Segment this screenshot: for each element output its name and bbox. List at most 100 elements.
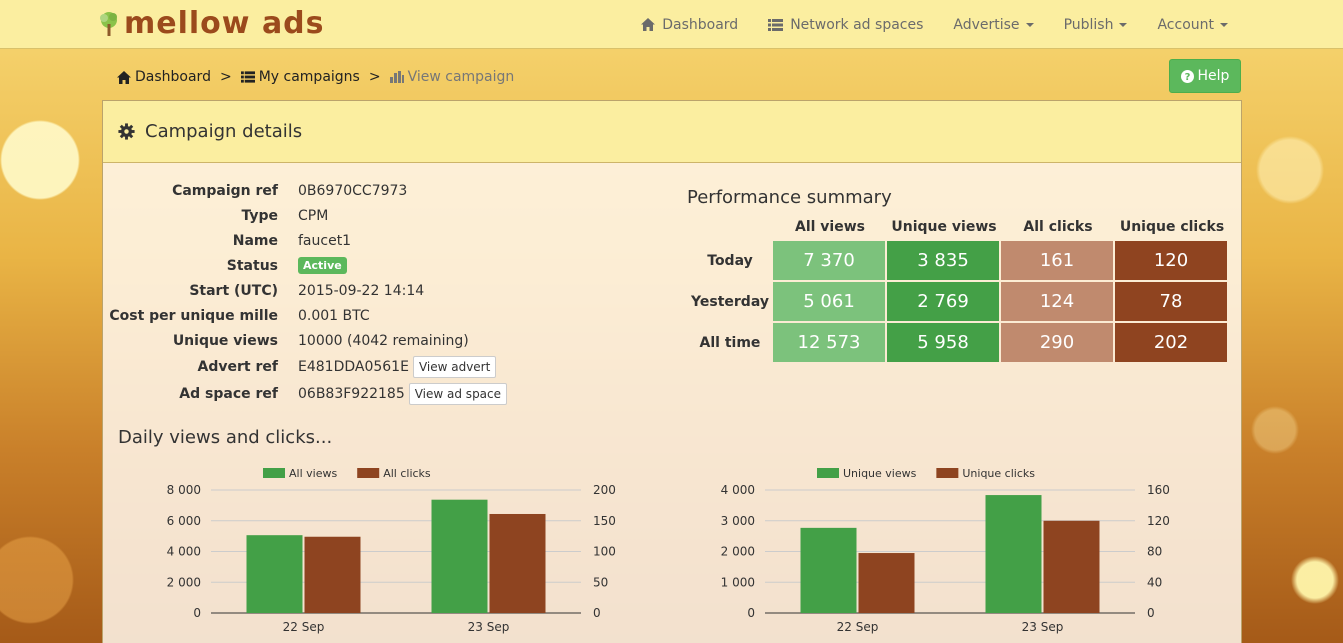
y-tick-right: 120 [1147,514,1170,528]
row-label: Yesterday [691,293,769,310]
view-ad-space-button[interactable]: View ad space [408,382,508,405]
detail-label: Campaign ref [172,182,278,199]
detail-value-advert-ref: E481DDA0561E View advert [298,355,497,378]
performance-cell: 78 [1115,282,1227,321]
ad-space-ref-value: 06B83F922185 [298,385,405,402]
tree-logo-icon [100,12,117,36]
column-header: All views [795,219,865,235]
performance-header-row: All views Unique views All clicks Unique… [773,219,1229,240]
detail-label: Status [226,257,278,274]
performance-cell: 5 958 [887,323,999,362]
x-tick-label: 22 Sep [283,620,325,634]
nav-dashboard-label: Dashboard [662,16,739,33]
detail-label: Start (UTC) [189,282,278,299]
caret-down-icon [1220,22,1228,27]
nav-network-ad-spaces-label: Network ad spaces [790,16,924,33]
performance-cell: 120 [1115,241,1227,280]
navbar: mellow ads Dashboard Network ad spaces A… [0,0,1343,49]
column-header: Unique views [891,219,997,235]
y-tick-right: 40 [1147,575,1162,589]
row-label: All time [699,334,761,351]
performance-cell: 202 [1115,323,1227,362]
performance-summary-table: All views Unique views All clicks Unique… [687,219,1229,363]
detail-row-advert-ref: Advert ref E481DDA0561E View advert [103,353,623,380]
legend-swatch [357,468,380,478]
detail-value-type: CPM [298,207,329,224]
caret-down-icon [1119,22,1128,27]
x-tick-label: 23 Sep [468,620,510,634]
bar-chart-icon [389,71,404,83]
performance-row-today: Today 7 370 3 835 161 120 [687,240,1229,281]
views-clicks-chart: All views All clicks 0 0 2 000 50 4 000 100 6 00… [167,467,616,634]
legend-label: Unique clicks [962,467,1035,480]
breadcrumb-view-campaign-label: View campaign [407,69,515,85]
y-tick-right: 200 [593,483,616,497]
logo[interactable]: mellow ads [98,9,325,39]
y-tick-left: 1 000 [721,575,755,589]
detail-row-status: Status Active [103,253,623,278]
performance-cell: 7 370 [773,241,885,280]
detail-label: Unique views [172,332,278,349]
home-icon [641,18,656,31]
y-tick-left: 0 [193,606,201,620]
x-tick-label: 22 Sep [837,620,879,634]
legend-label: All clicks [383,467,431,480]
nav-publish-label: Publish [1063,16,1114,33]
nav-advertise-dropdown[interactable]: Advertise [938,0,1048,49]
chart-bar [800,527,857,613]
legend-swatch [263,468,285,478]
detail-row-cost: Cost per unique mille 0.001 BTC [103,303,623,328]
help-button[interactable]: ? Help [1169,59,1241,93]
breadcrumb-my-campaigns[interactable]: My campaigns [240,69,360,85]
detail-label: Type [241,207,278,224]
y-tick-left: 2 000 [167,575,201,589]
performance-cell: 161 [1001,241,1113,280]
legend-swatch [817,468,839,478]
nav-advertise-label: Advertise [953,16,1020,33]
performance-summary-title: Performance summary [687,187,892,208]
chart-bar [1043,520,1100,613]
breadcrumb-my-campaigns-label: My campaigns [258,69,360,85]
y-tick-left: 6 000 [167,514,201,528]
row-label: Today [707,252,753,269]
detail-row-ad-space-ref: Ad space ref 06B83F922185 View ad space [103,380,623,407]
breadcrumb-separator: > [219,69,232,85]
x-tick-label: 23 Sep [1022,620,1064,634]
breadcrumb-view-campaign: View campaign [389,69,515,85]
detail-value-status: Active [298,257,347,274]
y-tick-left: 4 000 [167,545,201,559]
performance-row-all-time: All time 12 573 5 958 290 202 [687,322,1229,363]
breadcrumb-separator: > [368,69,381,85]
y-tick-left: 4 000 [721,483,755,497]
detail-row-unique-views: Unique views 10000 (4042 remaining) [103,328,623,353]
campaign-details-panel: Campaign details Campaign ref 0B6970CC79… [102,100,1242,643]
nav-network-ad-spaces[interactable]: Network ad spaces [753,0,938,49]
help-button-label: Help [1197,68,1230,84]
chart-bar [304,536,361,613]
detail-value-start: 2015-09-22 14:14 [298,282,425,299]
view-advert-button[interactable]: View advert [412,355,497,378]
panel-heading: Campaign details [103,101,1241,163]
y-tick-right: 0 [1147,606,1155,620]
chart-bar [246,535,303,613]
performance-cell: 12 573 [773,323,885,362]
campaign-details-list: Campaign ref 0B6970CC7973 Type CPM Name … [103,178,623,407]
legend-swatch [936,468,959,478]
chart-bar [489,513,546,613]
y-tick-left: 3 000 [721,514,755,528]
detail-value-cost: 0.001 BTC [298,307,370,324]
detail-value-unique-views: 10000 (4042 remaining) [298,332,469,349]
panel-title: Campaign details [145,121,303,142]
detail-label: Cost per unique mille [109,307,278,324]
y-tick-right: 50 [593,575,608,589]
nav-dashboard[interactable]: Dashboard [626,0,753,49]
nav-account-dropdown[interactable]: Account [1142,0,1243,49]
advert-ref-value: E481DDA0561E [298,358,409,375]
nav-publish-dropdown[interactable]: Publish [1049,0,1143,49]
detail-value-ad-space-ref: 06B83F922185 View ad space [298,382,508,405]
y-tick-right: 80 [1147,545,1162,559]
breadcrumb-dashboard[interactable]: Dashboard [117,69,211,85]
unique-views-clicks-chart: Unique views Unique clicks 0 0 1 000 40 2 000 8… [721,467,1170,634]
performance-cell: 5 061 [773,282,885,321]
daily-charts-title: Daily views and clicks... [118,427,333,448]
